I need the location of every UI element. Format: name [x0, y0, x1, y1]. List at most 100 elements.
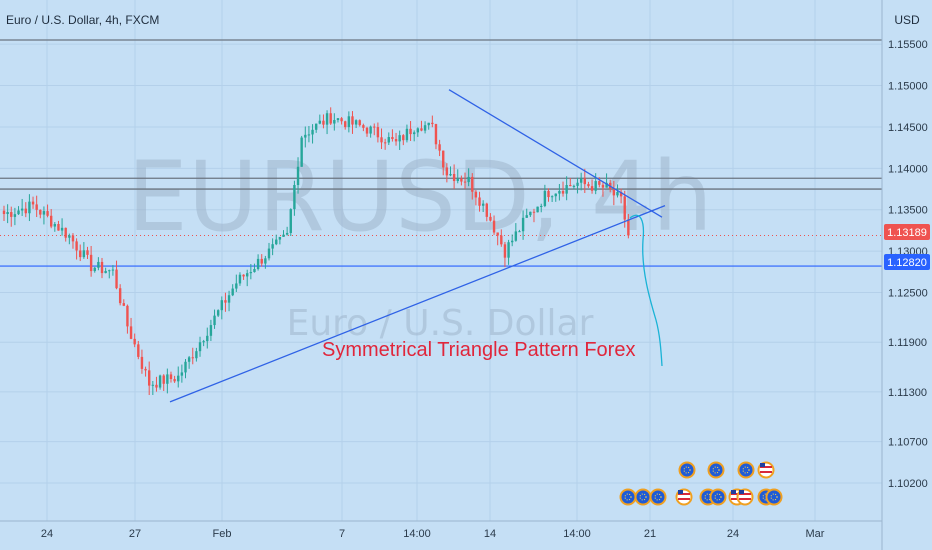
candle-bear — [71, 235, 75, 242]
candle-bull — [387, 137, 390, 143]
candle-bear — [242, 274, 245, 277]
time-tick-label: 27 — [129, 528, 141, 540]
candle-bear — [89, 254, 93, 272]
candle-bull — [13, 214, 17, 217]
candle-bull — [423, 125, 427, 131]
candle-bull — [60, 227, 64, 231]
pattern-annotation[interactable]: Symmetrical Triangle Pattern Forex — [322, 339, 635, 361]
candle-bear — [35, 204, 38, 210]
candle-bull — [104, 270, 107, 274]
horizontal-lines[interactable] — [0, 39, 882, 267]
candle-bear — [587, 184, 590, 187]
candle-bull — [246, 273, 249, 277]
candle-bull — [514, 231, 518, 241]
candle-bull — [481, 203, 485, 206]
trendline-lower[interactable] — [169, 205, 666, 403]
event-icon-eur[interactable] — [765, 488, 783, 506]
candle-bull — [398, 135, 401, 142]
candle-bull — [151, 384, 155, 386]
price-tick-label: 1.15000 — [888, 81, 928, 93]
candle-bear — [492, 220, 496, 233]
candle-bear — [79, 250, 82, 258]
time-axis[interactable]: 24 27 Feb 7 14:00 14 14:00 21 24 Mar — [41, 528, 825, 540]
trendlines[interactable] — [169, 89, 666, 403]
candle-bear — [126, 305, 129, 327]
candle-bull — [275, 239, 278, 245]
event-icon-eur[interactable] — [619, 488, 637, 506]
event-icon-eur[interactable] — [678, 461, 696, 479]
event-icon-eur[interactable] — [634, 488, 652, 506]
price-tick-label: 1.10700 — [888, 437, 928, 449]
line-price-tag-bg — [884, 254, 930, 270]
candle-bull — [93, 267, 96, 272]
candle-bull — [187, 357, 191, 362]
candle-bull — [108, 270, 111, 272]
candle-bear — [601, 184, 605, 188]
symbol-title: Euro / U.S. Dollar, 4h, FXCM — [6, 13, 159, 27]
candle-bear — [420, 128, 423, 131]
event-icon-eur[interactable] — [649, 488, 667, 506]
projection-curve[interactable] — [629, 214, 663, 367]
candle-bull — [594, 181, 597, 191]
event-icon-eur[interactable] — [737, 461, 755, 479]
candle-bull — [53, 224, 57, 227]
price-axis[interactable]: 1.155001.150001.145001.140001.135001.130… — [888, 39, 928, 490]
candle-bear — [409, 128, 412, 135]
line-price-tag: 1.12820 — [884, 254, 930, 270]
time-tick-label: 14:00 — [403, 528, 431, 540]
event-icon-eur[interactable] — [707, 461, 725, 479]
candle-bear — [561, 191, 565, 194]
candle-bull — [28, 201, 31, 214]
candle-bear — [115, 269, 118, 289]
event-icon-usd[interactable] — [736, 488, 754, 506]
candles — [2, 107, 630, 396]
candle-bull — [369, 126, 372, 134]
candle-bear — [478, 197, 481, 206]
event-icon-usd[interactable] — [675, 488, 693, 506]
candle-bull — [82, 250, 86, 258]
candle-bear — [445, 167, 449, 176]
candle-bear — [474, 191, 478, 198]
candle-bear — [496, 232, 499, 236]
candle-bull — [318, 120, 322, 124]
candle-bull — [238, 274, 242, 284]
event-icon-usd[interactable] — [757, 461, 775, 479]
candle-bull — [314, 123, 318, 130]
price-tick-label: 1.12500 — [888, 288, 928, 300]
candle-bull — [558, 191, 561, 194]
candle-bull — [511, 240, 514, 243]
last-price-tag-bg — [884, 224, 930, 240]
candle-bull — [184, 361, 187, 373]
candle-bull — [325, 113, 329, 125]
economic-events[interactable] — [619, 461, 783, 506]
candle-bull — [521, 217, 525, 232]
candle-bear — [391, 137, 394, 140]
candle-bull — [206, 335, 209, 342]
candle-bull — [209, 325, 213, 336]
candle-bear — [10, 212, 13, 217]
candle-bull — [579, 178, 583, 183]
candle-bull — [158, 375, 162, 388]
candle-bear — [144, 368, 147, 371]
candle-bull — [271, 244, 274, 249]
event-icon-eur[interactable] — [709, 488, 727, 506]
candle-bull — [449, 174, 452, 176]
candle-bear — [362, 125, 365, 128]
candle-bull — [543, 190, 547, 206]
candle-bull — [296, 166, 300, 186]
candle-bear — [169, 374, 173, 380]
candle-bear — [394, 139, 398, 142]
candle-bear — [598, 181, 601, 185]
candle-bull — [540, 205, 543, 207]
candle-bull — [333, 120, 336, 124]
trendline-upper[interactable] — [448, 89, 663, 218]
price-tick-label: 1.15500 — [888, 39, 928, 51]
candle-bull — [354, 120, 358, 125]
grid — [0, 0, 882, 521]
candle-bull — [336, 118, 340, 121]
candle-bull — [202, 341, 205, 343]
candle-bear — [380, 137, 383, 143]
candle-bear — [627, 219, 630, 236]
candle-bull — [253, 269, 256, 273]
candle-bear — [100, 261, 104, 274]
